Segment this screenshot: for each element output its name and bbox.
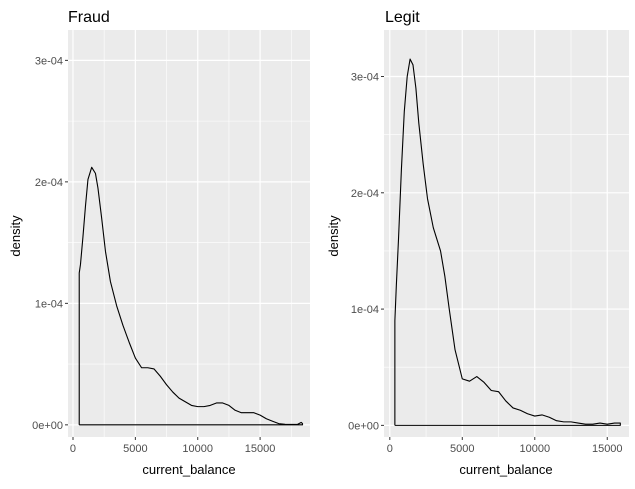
x-axis-label: current_balance <box>459 462 552 477</box>
x-tick-label: 10000 <box>519 443 550 455</box>
y-axis: 0e+00 1e-04 2e-04 3e-04 <box>32 55 68 432</box>
x-tick-label: 0 <box>387 443 393 455</box>
x-tick-label: 15000 <box>592 443 623 455</box>
y-tick-label: 2e-04 <box>35 177 63 189</box>
y-tick-label: 2e-04 <box>351 188 379 200</box>
y-axis: 0e+00 1e-04 2e-04 3e-04 <box>348 72 384 432</box>
y-tick-label: 1e-04 <box>35 298 63 310</box>
x-tick-label: 5000 <box>450 443 474 455</box>
y-tick-label: 3e-04 <box>351 72 379 84</box>
density-series <box>78 166 304 426</box>
x-tick-label: 0 <box>70 443 76 455</box>
panel-legit: Legit 0e+00 1e-04 2e-04 3e-04 0 5000 10000 150… <box>326 9 629 477</box>
plot-background <box>68 30 310 437</box>
x-axis: 0 5000 10000 15000 <box>70 437 275 455</box>
x-axis-label: current_balance <box>142 462 235 477</box>
plot-background <box>384 30 629 437</box>
panel-title: Fraud <box>68 9 110 26</box>
panel-title: Legit <box>385 9 420 26</box>
x-axis: 0 5000 10000 15000 <box>387 437 623 455</box>
density-line <box>78 166 304 426</box>
y-tick-label: 1e-04 <box>351 304 379 316</box>
y-tick-label: 0e+00 <box>348 420 379 432</box>
panel-fraud: Fraud 0e+00 1e-04 2e-04 3e-04 0 5000 10000 150… <box>8 9 310 477</box>
x-tick-label: 5000 <box>123 443 147 455</box>
density-line <box>394 58 621 426</box>
y-tick-label: 3e-04 <box>35 55 63 67</box>
y-tick-label: 0e+00 <box>32 420 63 432</box>
density-series <box>394 58 621 426</box>
y-axis-label: density <box>8 215 23 257</box>
x-tick-label: 15000 <box>245 443 276 455</box>
x-tick-label: 10000 <box>182 443 213 455</box>
y-axis-label: density <box>326 215 341 257</box>
